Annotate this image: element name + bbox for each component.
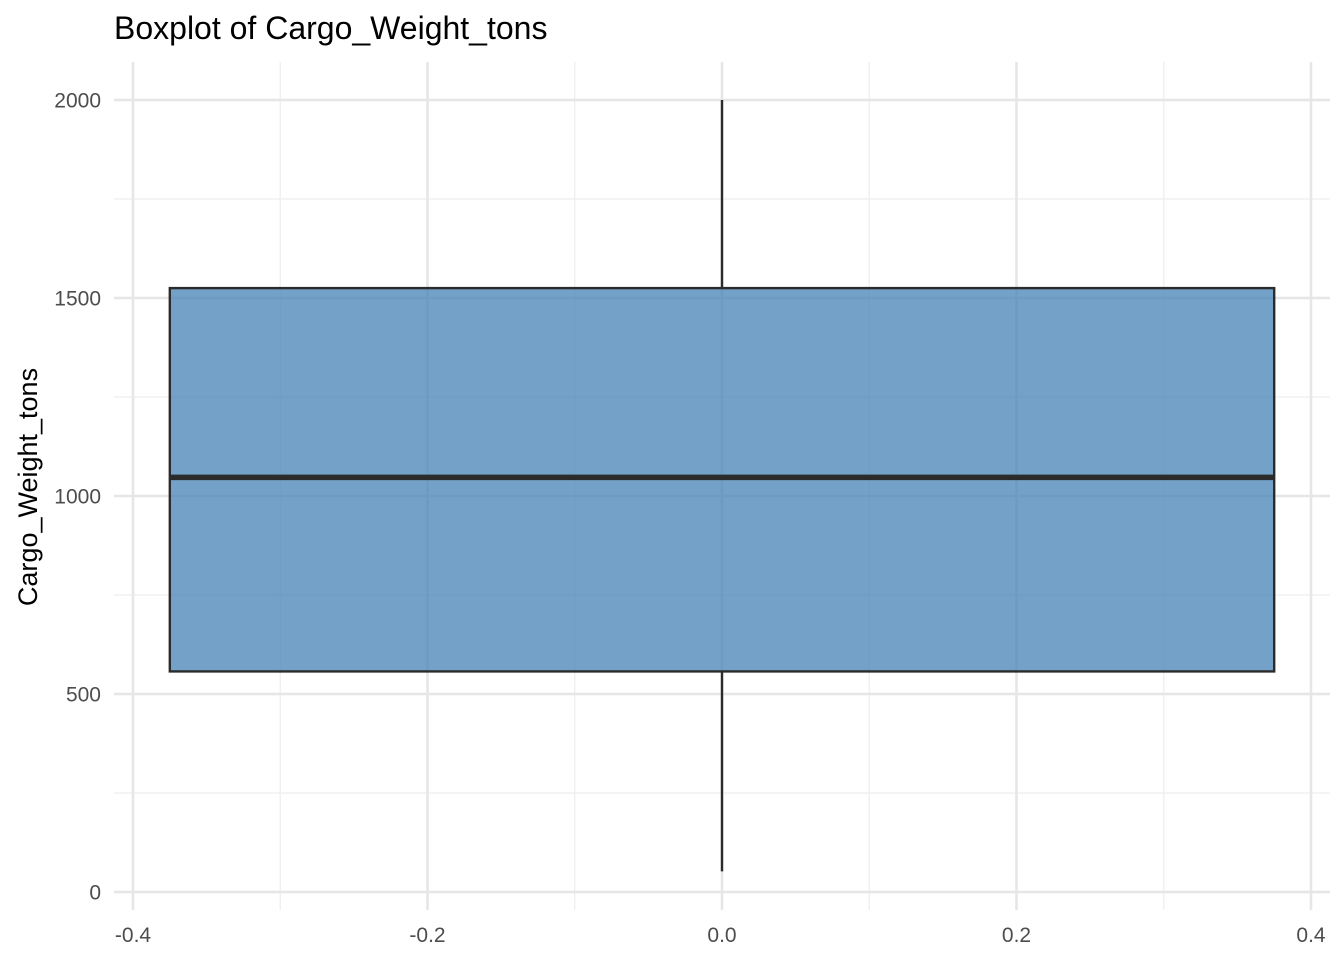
y-axis-tick-labels: 0 500 1000 1500 2000 xyxy=(54,90,101,905)
x-tick-label: 0.4 xyxy=(1296,924,1326,947)
y-tick-label: 1000 xyxy=(54,486,101,509)
y-tick-label: 500 xyxy=(66,684,101,707)
y-tick-label: 2000 xyxy=(54,90,101,113)
x-tick-label: -0.4 xyxy=(115,924,152,947)
y-tick-label: 1500 xyxy=(54,288,101,311)
x-tick-label: 0.0 xyxy=(707,924,736,947)
x-tick-label: 0.2 xyxy=(1002,924,1031,947)
x-axis-tick-labels: -0.4 -0.2 0.0 0.2 0.4 xyxy=(115,924,1326,947)
y-axis-title: Cargo_Weight_tons xyxy=(13,368,43,606)
chart-title: Boxplot of Cargo_Weight_tons xyxy=(114,10,547,46)
y-tick-label: 0 xyxy=(89,882,101,905)
x-tick-label: -0.2 xyxy=(409,924,445,947)
boxplot-box-group xyxy=(168,100,1276,872)
